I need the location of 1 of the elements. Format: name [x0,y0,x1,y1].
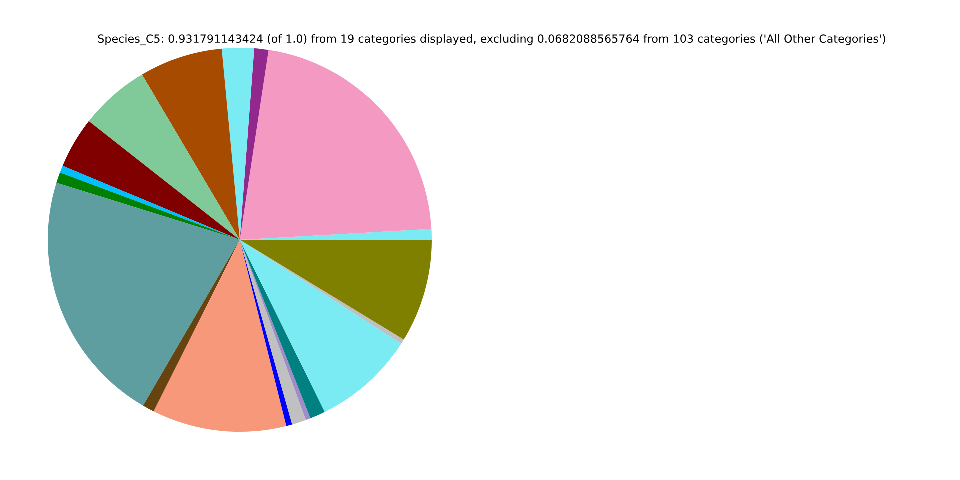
text: Species_C5: 0.931791143424 (of 1.0) from 19 categories displayed, excluding 0.0682088565764 from 103 categories ('All Other Categories') [98,34,886,46]
